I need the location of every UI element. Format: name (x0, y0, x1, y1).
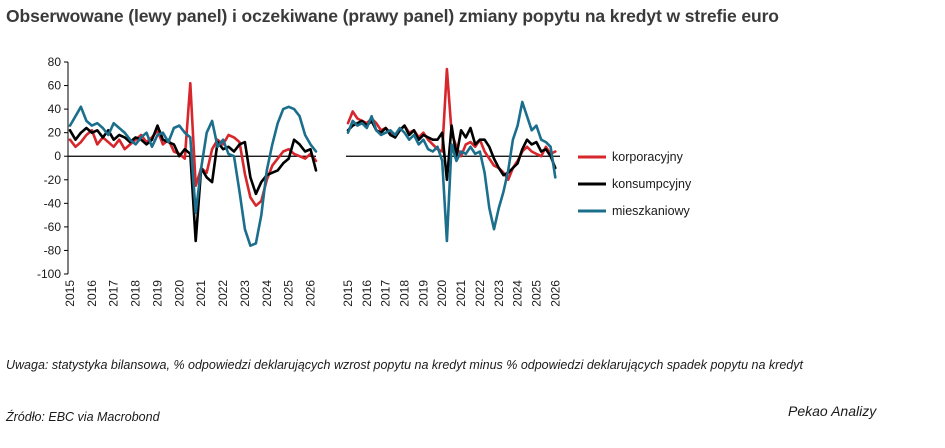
x-tick-label: 2026 (304, 280, 318, 307)
series-line-mieszkaniowy (68, 105, 318, 247)
series-line-konsumpcyjny (346, 119, 557, 182)
y-tick-label: -60 (44, 220, 62, 234)
x-tick-label: 2021 (454, 280, 468, 307)
y-tick-label: 20 (48, 126, 62, 140)
y-tick-label: 60 (48, 79, 62, 93)
y-tick-label: 80 (48, 55, 62, 69)
x-tick-label: 2018 (398, 280, 412, 307)
y-tick-label: -40 (44, 196, 62, 210)
y-tick-label: 0 (54, 149, 61, 163)
y-tick-label: -20 (44, 173, 62, 187)
x-tick-label: 2024 (511, 280, 525, 307)
x-tick-label: 2019 (150, 280, 164, 307)
x-tick-label: 2026 (548, 280, 562, 307)
legend-label-konsumpcyjny: konsumpcyjny (612, 177, 692, 191)
note-text: Uwaga: statystyka bilansowa, % odpowiedz… (6, 358, 803, 372)
brand-text: Pekao Analizy (788, 403, 877, 419)
x-tick-label: 2019 (416, 280, 430, 307)
x-tick-label: 2016 (85, 280, 99, 307)
y-tick-label: -80 (44, 243, 62, 257)
series-line-konsumpcyjny (68, 124, 318, 243)
x-tick-label: 2020 (172, 280, 186, 307)
x-tick-label: 2017 (379, 280, 393, 307)
chart-title: Obserwowane (lewy panel) i oczekiwane (p… (6, 6, 779, 26)
x-tick-label: 2025 (282, 280, 296, 307)
x-tick-label: 2025 (529, 280, 543, 307)
x-tick-label: 2017 (107, 280, 121, 307)
x-tick-label: 2021 (194, 280, 208, 307)
x-tick-label: 2015 (63, 280, 77, 307)
x-tick-label: 2016 (360, 280, 374, 307)
x-tick-label: 2018 (129, 280, 143, 307)
x-tick-label: 2023 (238, 280, 252, 307)
x-tick-label: 2023 (492, 280, 506, 307)
series-line-mieszkaniowy (346, 100, 557, 243)
y-tick-label: 40 (48, 102, 62, 116)
x-tick-label: 2020 (435, 280, 449, 307)
x-tick-label: 2022 (473, 280, 487, 307)
legend-label-korporacyjny: korporacyjny (612, 150, 684, 164)
x-tick-label: 2024 (260, 280, 274, 307)
y-tick-label: -100 (37, 267, 61, 281)
x-tick-label: 2015 (341, 280, 355, 307)
source-text: Źródło: EBC via Macrobond (6, 410, 160, 424)
legend-label-mieszkaniowy: mieszkaniowy (612, 204, 691, 218)
x-tick-label: 2022 (216, 280, 230, 307)
series-line-korporacyjny (68, 81, 318, 207)
